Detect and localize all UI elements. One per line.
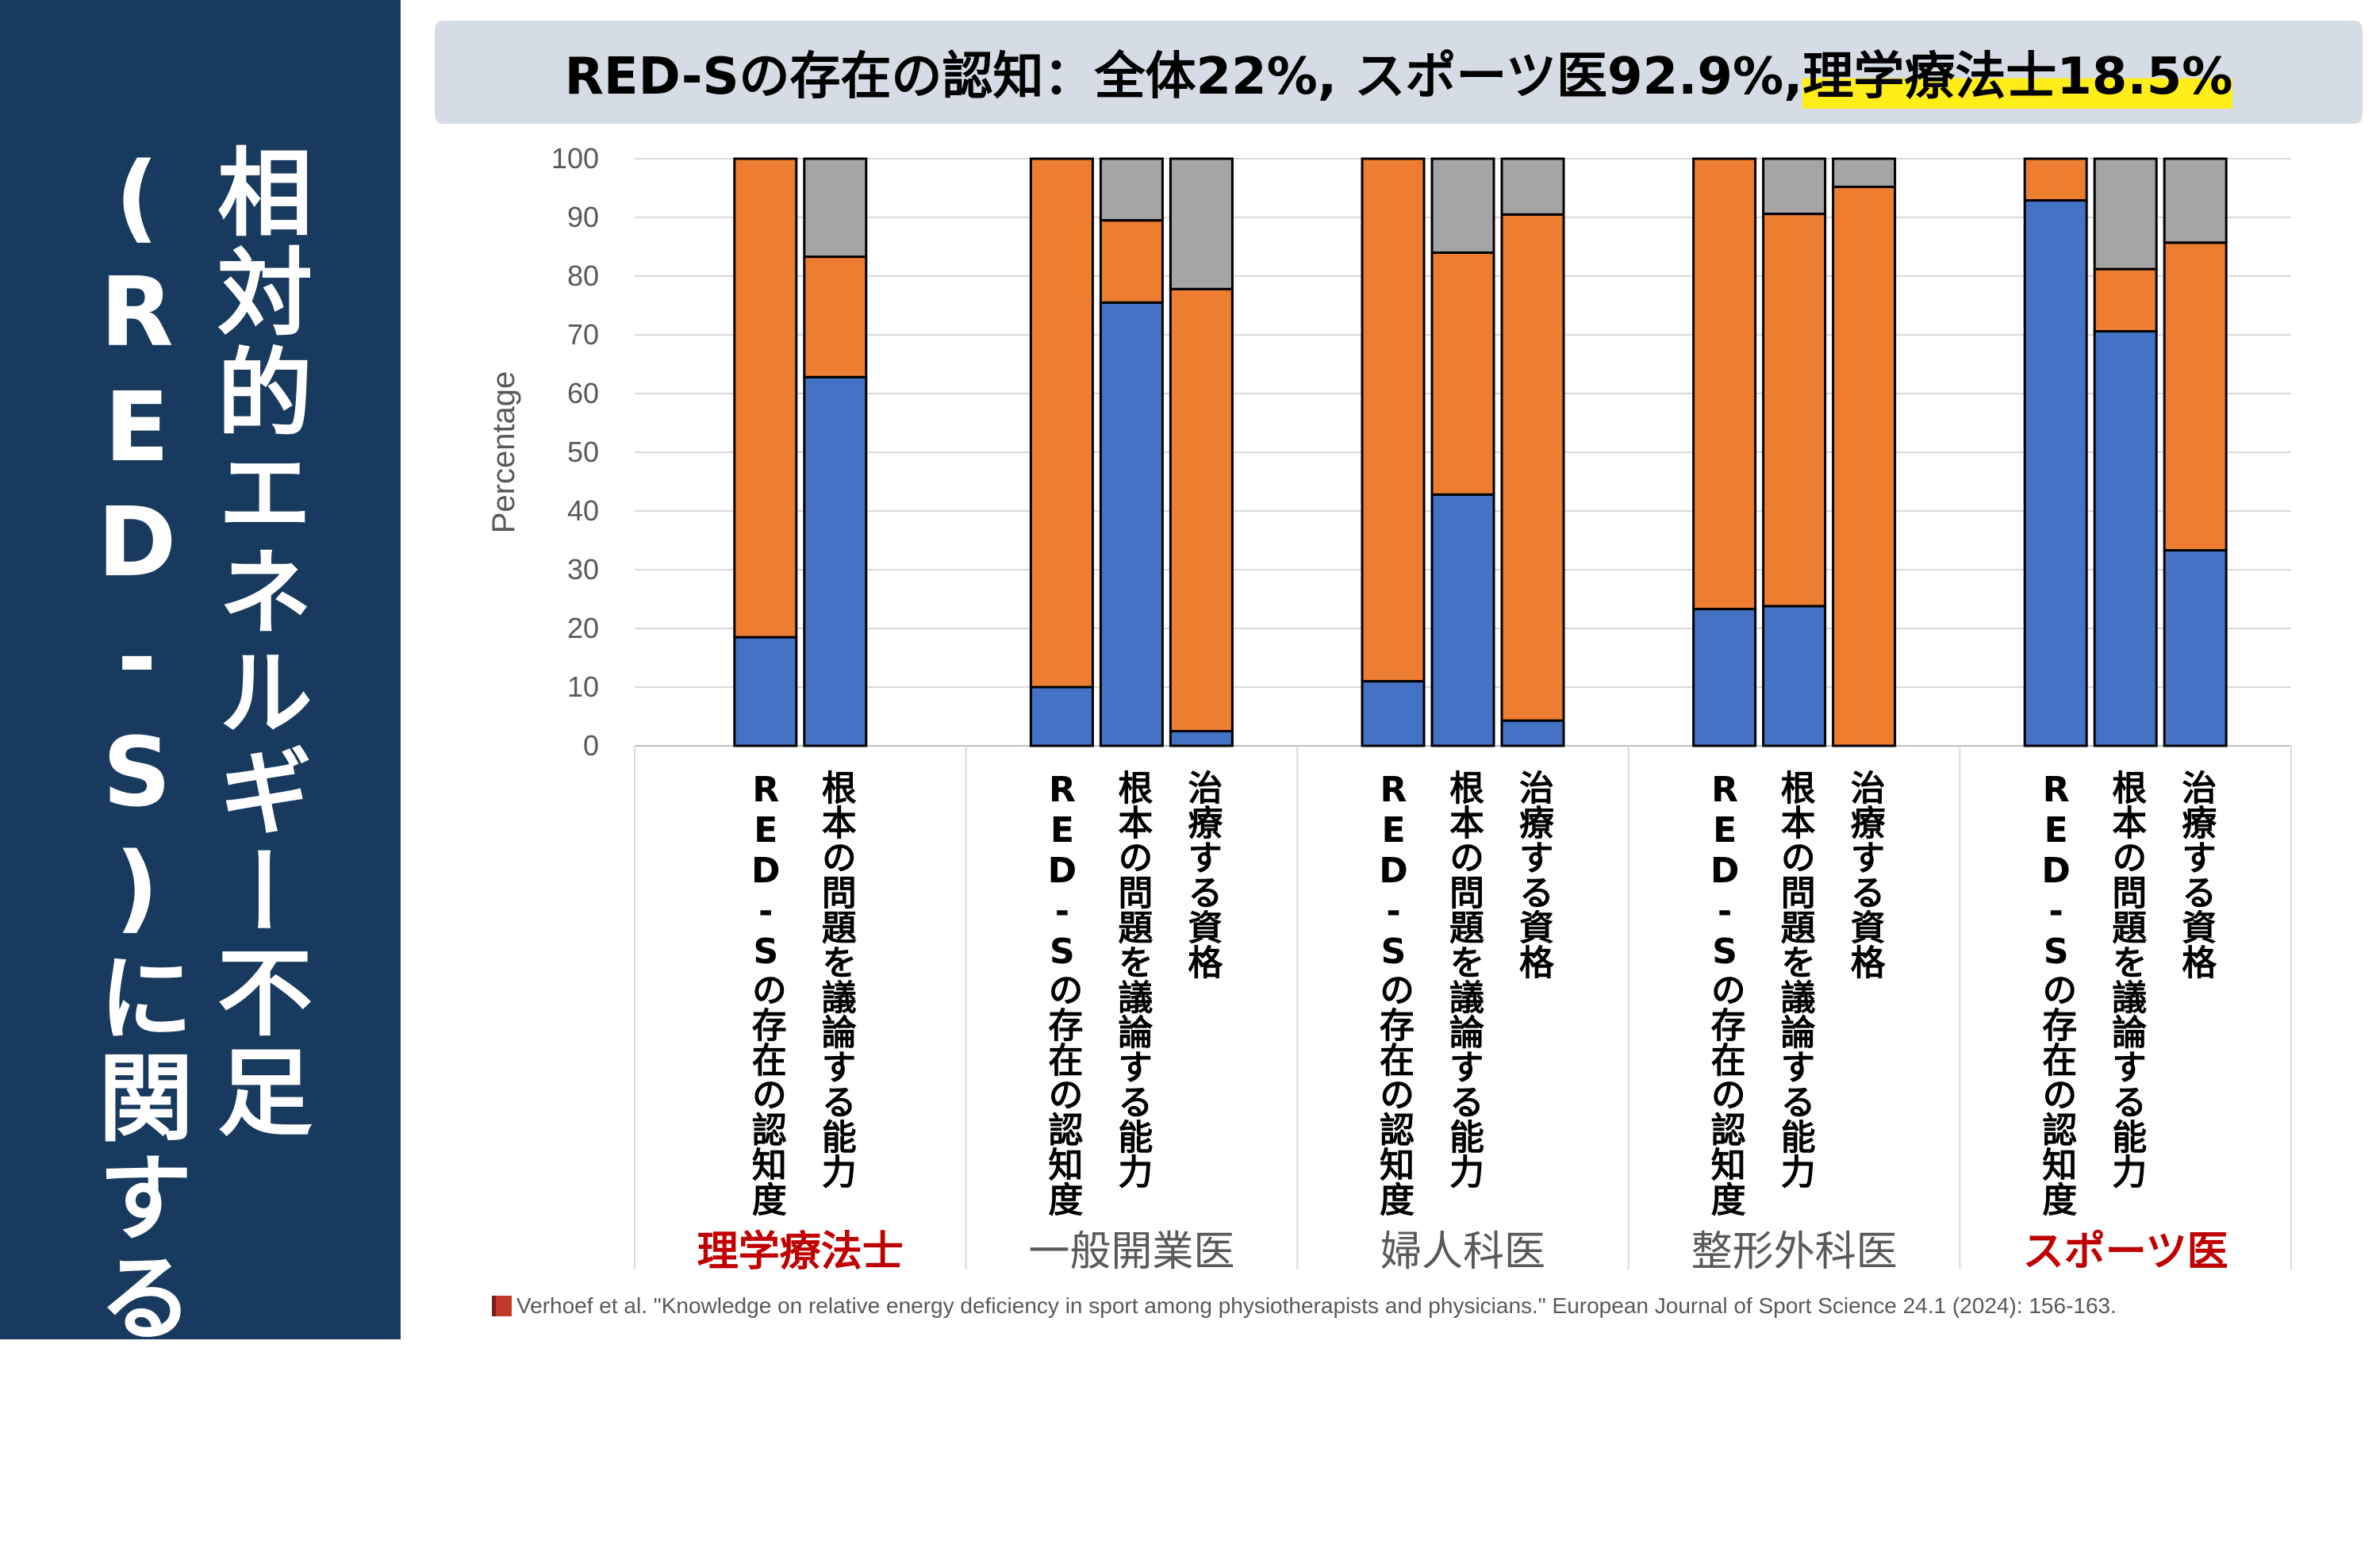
- bar-segment: [803, 157, 868, 259]
- sidebar: 相対的エネルギー不足 (RED-S)に関する知識: [0, 0, 401, 1548]
- bar-segment: [2163, 241, 2228, 552]
- y-axis-label: Percentage: [486, 371, 521, 534]
- headline-text: RED-Sの存在の認知：全体22%, スポーツ医92.9%,: [564, 48, 1803, 106]
- bar-segment: [1692, 157, 1757, 611]
- group-label: 理学療法士: [697, 1228, 904, 1276]
- y-tick-label: 90: [567, 201, 599, 233]
- y-tick-label: 40: [567, 494, 599, 527]
- bar-segment: [1500, 719, 1565, 747]
- bar-segment: [2093, 330, 2158, 747]
- bar-category-label: RED-Sの存在の認知度: [1373, 770, 1414, 1216]
- bar-segment: [1762, 605, 1827, 747]
- y-tick-label: 10: [567, 670, 599, 703]
- bar-category-label: RED-Sの存在の認知度: [745, 770, 786, 1216]
- headline-banner: RED-Sの存在の認知：全体22%, スポーツ医92.9%, 理学療法士18.5…: [435, 21, 2363, 124]
- bar-segment: [1762, 213, 1827, 608]
- bar-segment: [1430, 493, 1495, 747]
- bar-segment: [1029, 686, 1094, 747]
- bar-segment: [1832, 186, 1897, 747]
- bar-segment: [803, 255, 868, 378]
- bar-segment: [1762, 157, 1827, 216]
- bar-segment: [803, 375, 868, 747]
- citation-text: Verhoef et al. "Knowledge on relative en…: [516, 1293, 2117, 1318]
- bar-segment: [2093, 157, 2158, 271]
- bar-segment: [2163, 549, 2228, 747]
- bar-segment: [2093, 267, 2158, 333]
- y-tick-label: 70: [567, 318, 599, 351]
- citation: Verhoef et al. "Knowledge on relative en…: [492, 1293, 2117, 1319]
- stacked-bar-chart: 0 10 20 30 40 50 60 70 80 90 100 Percentage: [486, 142, 2292, 1270]
- group-label: 整形外科医: [1691, 1228, 1898, 1276]
- y-tick-label: 100: [551, 142, 599, 175]
- sidebar-title-line2: (RED-S)に関する知識: [82, 143, 192, 1548]
- bar-segment: [1169, 287, 1234, 732]
- bar-segment: [1500, 157, 1565, 216]
- bar-category-label: 治療する資格: [1513, 770, 1553, 979]
- bar-category-label: 根本の問題を議論する能力: [2106, 770, 2147, 1189]
- bar-segment: [733, 157, 798, 639]
- bar-segment: [1099, 219, 1164, 304]
- bar-segment: [1169, 157, 1234, 290]
- bar-segment: [1430, 251, 1495, 496]
- group-label: 一般開業医: [1028, 1228, 1235, 1276]
- bar-segment: [1692, 608, 1757, 747]
- bar-segment: [1361, 680, 1426, 747]
- bar-segment: [1832, 157, 1897, 189]
- book-icon: [492, 1296, 512, 1316]
- bar-segment: [1099, 301, 1164, 747]
- bar-segment: [1029, 157, 1094, 689]
- bar-segment: [733, 636, 798, 747]
- y-tick-label: 80: [567, 259, 599, 292]
- bar-category-label: RED-Sの存在の認知度: [1704, 770, 1745, 1216]
- bar-segment: [2023, 157, 2088, 202]
- group-label: スポーツ医: [2022, 1228, 2228, 1276]
- group-label: 婦人科医: [1380, 1228, 1545, 1276]
- bar-category-label: 治療する資格: [1844, 770, 1885, 979]
- y-tick-label: 50: [567, 436, 599, 468]
- bar-category-label: RED-Sの存在の認知度: [2036, 770, 2077, 1216]
- y-tick-label: 30: [567, 553, 599, 586]
- bar-segment: [1500, 213, 1565, 722]
- bar-segment: [1099, 157, 1164, 222]
- bar-category-label: 治療する資格: [1181, 770, 1223, 979]
- bar-segment: [2163, 157, 2228, 244]
- bar-segment: [1361, 157, 1426, 683]
- bar-category-label: RED-Sの存在の認知度: [1042, 770, 1083, 1216]
- headline-highlight: 理学療法士18.5%: [1802, 36, 2233, 109]
- bar-category-label: 根本の問題を議論する能力: [1774, 770, 1815, 1189]
- bar-category-label: 根本の問題を議論する能力: [1111, 770, 1153, 1189]
- bar-category-label: 根本の問題を議論する能力: [815, 770, 856, 1189]
- y-tick-label: 60: [567, 377, 599, 409]
- sidebar-title-line1: 相対的エネルギー不足: [201, 143, 311, 1143]
- y-tick-label: 0: [583, 729, 599, 762]
- bar-segment: [2023, 199, 2088, 747]
- bar-category-label: 根本の問題を議論する能力: [1443, 770, 1484, 1189]
- y-tick-label: 20: [567, 612, 599, 644]
- bar-category-label: 治療する資格: [2175, 770, 2217, 979]
- bar-segment: [1430, 157, 1495, 254]
- bar-segment: [1169, 730, 1234, 747]
